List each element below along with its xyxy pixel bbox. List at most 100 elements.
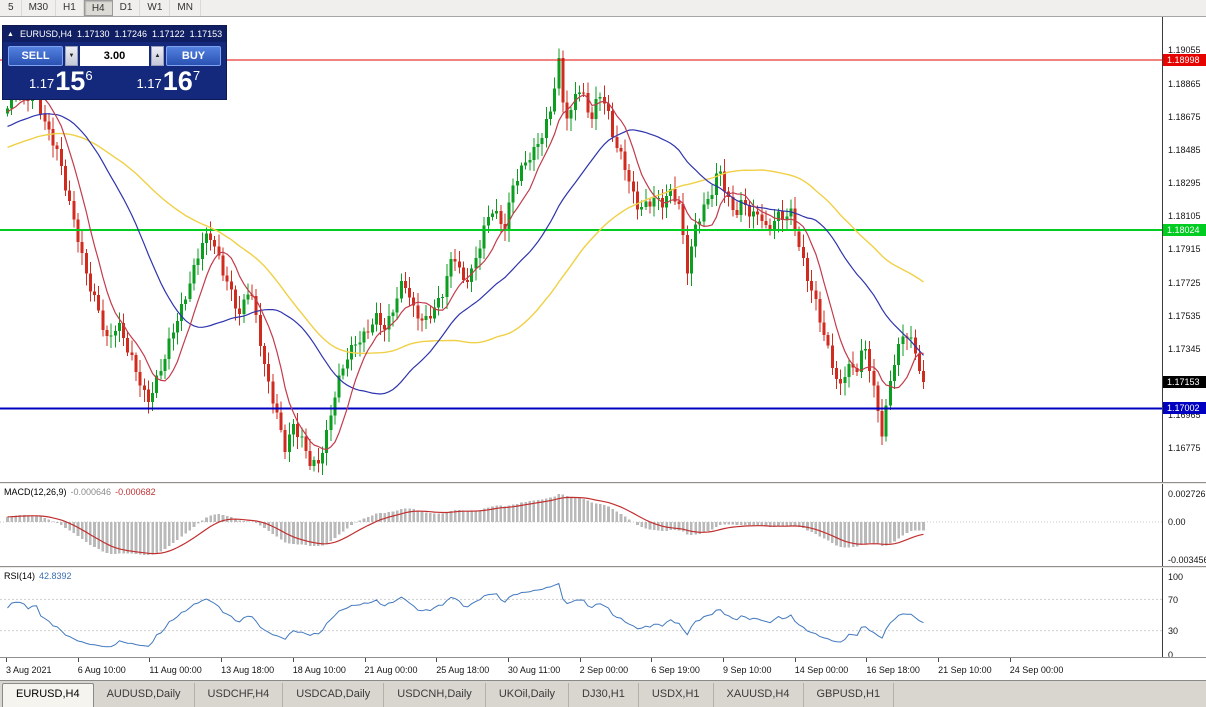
time-label: 13 Aug 18:00 bbox=[221, 665, 275, 675]
price-tick: 1.19055 bbox=[1168, 45, 1201, 56]
rsi-axis-tick: 70 bbox=[1168, 594, 1179, 605]
period-button-d1[interactable]: D1 bbox=[113, 0, 141, 16]
time-tick bbox=[436, 658, 438, 662]
period-button-mn[interactable]: MN bbox=[170, 0, 201, 16]
sell-price-pipette: 6 bbox=[85, 68, 93, 83]
chart-tab-usdcad-daily[interactable]: USDCAD,Daily bbox=[283, 683, 385, 707]
chart-ohlc-header: ▲ EURUSD,H4 1.17130 1.17246 1.17122 1.17… bbox=[3, 26, 226, 42]
collapse-panel-icon[interactable]: ▲ bbox=[7, 30, 14, 38]
chart-tab-dj30-h1[interactable]: DJ30,H1 bbox=[569, 683, 639, 707]
chart-symbol-label: EURUSD,H4 bbox=[19, 29, 72, 39]
rsi-label: RSI(14) 42.8392 bbox=[4, 571, 76, 581]
chart-tab-usdx-h1[interactable]: USDX,H1 bbox=[639, 683, 714, 707]
macd-canvas[interactable] bbox=[0, 484, 1162, 566]
macd-axis-tick: 0.002726 bbox=[1168, 489, 1206, 499]
rsi-axis-tick: 0 bbox=[1168, 649, 1174, 660]
macd-axis-tick: -0.003456 bbox=[1168, 555, 1206, 565]
price-tick: 1.18485 bbox=[1168, 144, 1201, 155]
chart-tab-xauusd-h4[interactable]: XAUUSD,H4 bbox=[714, 683, 804, 707]
rsi-panel: 100 70 30 0 RSI(14) 42.8392 bbox=[0, 568, 1206, 660]
volume-increase-button[interactable]: ▲ bbox=[151, 46, 164, 66]
macd-value: -0.000646 bbox=[70, 487, 112, 497]
time-axis[interactable]: 3 Aug 2021 6 Aug 10:00 11 Aug 00:00 13 Aug … bbox=[0, 657, 1206, 680]
rsi-splitter[interactable] bbox=[0, 566, 1206, 568]
price-tick: 1.16775 bbox=[1168, 443, 1201, 454]
buy-price-pipette: 7 bbox=[192, 68, 201, 83]
time-tick bbox=[723, 658, 724, 662]
volume-decrease-button[interactable]: ▼ bbox=[65, 46, 78, 66]
main-chart-panel: 1.19055 1.18865 1.18675 1.18485 1.18295 1.181… bbox=[0, 17, 1206, 482]
price-tick: 1.17345 bbox=[1168, 343, 1201, 354]
chart-tab-ukoil-daily[interactable]: UKOil,Daily bbox=[486, 683, 570, 707]
buy-button[interactable]: BUY bbox=[166, 46, 221, 66]
period-button-5[interactable]: 5 bbox=[1, 0, 22, 16]
price-tick: 1.18865 bbox=[1168, 78, 1201, 89]
time-label: 16 Sep 18:00 bbox=[866, 665, 920, 675]
sell-price-prefix: 1.17 bbox=[28, 76, 55, 91]
level-price-tag: 1.17002 bbox=[1163, 402, 1206, 415]
ohlc-high: 1.17246 bbox=[114, 29, 148, 39]
price-axis[interactable]: 1.19055 1.18865 1.18675 1.18485 1.18295 1.181… bbox=[1162, 17, 1206, 482]
time-tick bbox=[77, 658, 79, 662]
period-button-h4[interactable]: H4 bbox=[83, 0, 113, 16]
rsi-axis-tick: 100 bbox=[1168, 571, 1184, 582]
sell-button[interactable]: SELL bbox=[8, 46, 63, 66]
time-tick bbox=[292, 658, 294, 662]
chart-tab-eurusd-h4[interactable]: EURUSD,H4 bbox=[2, 683, 94, 707]
time-tick bbox=[1009, 658, 1011, 662]
time-tick bbox=[507, 658, 509, 662]
time-tick bbox=[6, 658, 7, 662]
time-tick bbox=[149, 658, 151, 662]
macd-splitter[interactable] bbox=[0, 482, 1206, 484]
macd-axis-tick: 0.00 bbox=[1168, 517, 1186, 527]
chart-tab-usdcnh-daily[interactable]: USDCNH,Daily bbox=[384, 683, 486, 707]
rsi-canvas[interactable] bbox=[0, 568, 1162, 657]
one-click-trading-panel: ▲ EURUSD,H4 1.17130 1.17246 1.17122 1.17… bbox=[2, 25, 227, 100]
macd-name: MACD(12,26,9) bbox=[4, 487, 67, 497]
volume-input[interactable]: 3.00 bbox=[80, 46, 149, 66]
price-tick: 1.17915 bbox=[1168, 244, 1201, 255]
price-tick: 1.17535 bbox=[1168, 310, 1201, 321]
time-tick bbox=[364, 658, 366, 662]
time-label: 24 Sep 00:00 bbox=[1009, 665, 1064, 675]
time-tick bbox=[651, 658, 653, 662]
chart-tab-usdchf-h4[interactable]: USDCHF,H4 bbox=[195, 683, 284, 707]
price-tick: 1.18675 bbox=[1168, 111, 1201, 122]
current-price-tag: 1.17153 bbox=[1163, 375, 1206, 388]
sell-price-display[interactable]: 1.17 15 6 bbox=[28, 66, 93, 96]
time-tick bbox=[938, 658, 940, 662]
time-label: 21 Sep 10:00 bbox=[938, 665, 992, 675]
time-tick bbox=[579, 658, 581, 662]
chart-tab-gbpusd-h1[interactable]: GBPUSD,H1 bbox=[804, 683, 895, 707]
time-label: 11 Aug 00:00 bbox=[149, 665, 202, 675]
period-button-w1[interactable]: W1 bbox=[140, 0, 171, 16]
period-toolbar: 5 M30 H1 H4 D1 W1 MN bbox=[0, 0, 1206, 17]
ohlc-close: 1.17153 bbox=[189, 29, 223, 39]
time-tick bbox=[794, 658, 796, 662]
rsi-axis-tick: 30 bbox=[1168, 626, 1179, 637]
macd-signal-value: -0.000682 bbox=[115, 487, 156, 497]
time-label: 21 Aug 00:00 bbox=[364, 665, 418, 675]
rsi-axis: 100 70 30 0 bbox=[1162, 568, 1206, 660]
ohlc-low: 1.17122 bbox=[152, 29, 185, 39]
buy-price-display[interactable]: 1.17 16 7 bbox=[136, 68, 201, 95]
period-button-m30[interactable]: M30 bbox=[22, 0, 57, 16]
buy-price-prefix: 1.17 bbox=[136, 76, 162, 91]
order-controls-row: SELL ▼ 3.00 ▲ BUY bbox=[3, 42, 226, 68]
price-tick: 1.16965 bbox=[1168, 410, 1201, 421]
sell-price-pips: 15 bbox=[55, 66, 86, 96]
macd-label: MACD(12,26,9) -0.000646 -0.000682 bbox=[4, 487, 160, 497]
rsi-name: RSI(14) bbox=[4, 571, 36, 581]
time-label: 14 Sep 00:00 bbox=[794, 665, 849, 675]
price-tick: 1.18105 bbox=[1168, 211, 1201, 222]
quotes-row: 1.17 15 6 1.17 16 7 bbox=[3, 68, 226, 99]
time-tick bbox=[221, 658, 223, 662]
time-label: 25 Aug 18:00 bbox=[436, 665, 490, 675]
time-label: 6 Sep 19:00 bbox=[651, 665, 700, 675]
chart-tab-audusd-daily[interactable]: AUDUSD,Daily bbox=[94, 683, 195, 707]
ohlc-open: 1.17130 bbox=[76, 29, 110, 39]
rsi-value: 42.8392 bbox=[39, 571, 72, 581]
time-label: 2 Sep 00:00 bbox=[579, 665, 629, 675]
period-button-h1[interactable]: H1 bbox=[56, 0, 84, 16]
